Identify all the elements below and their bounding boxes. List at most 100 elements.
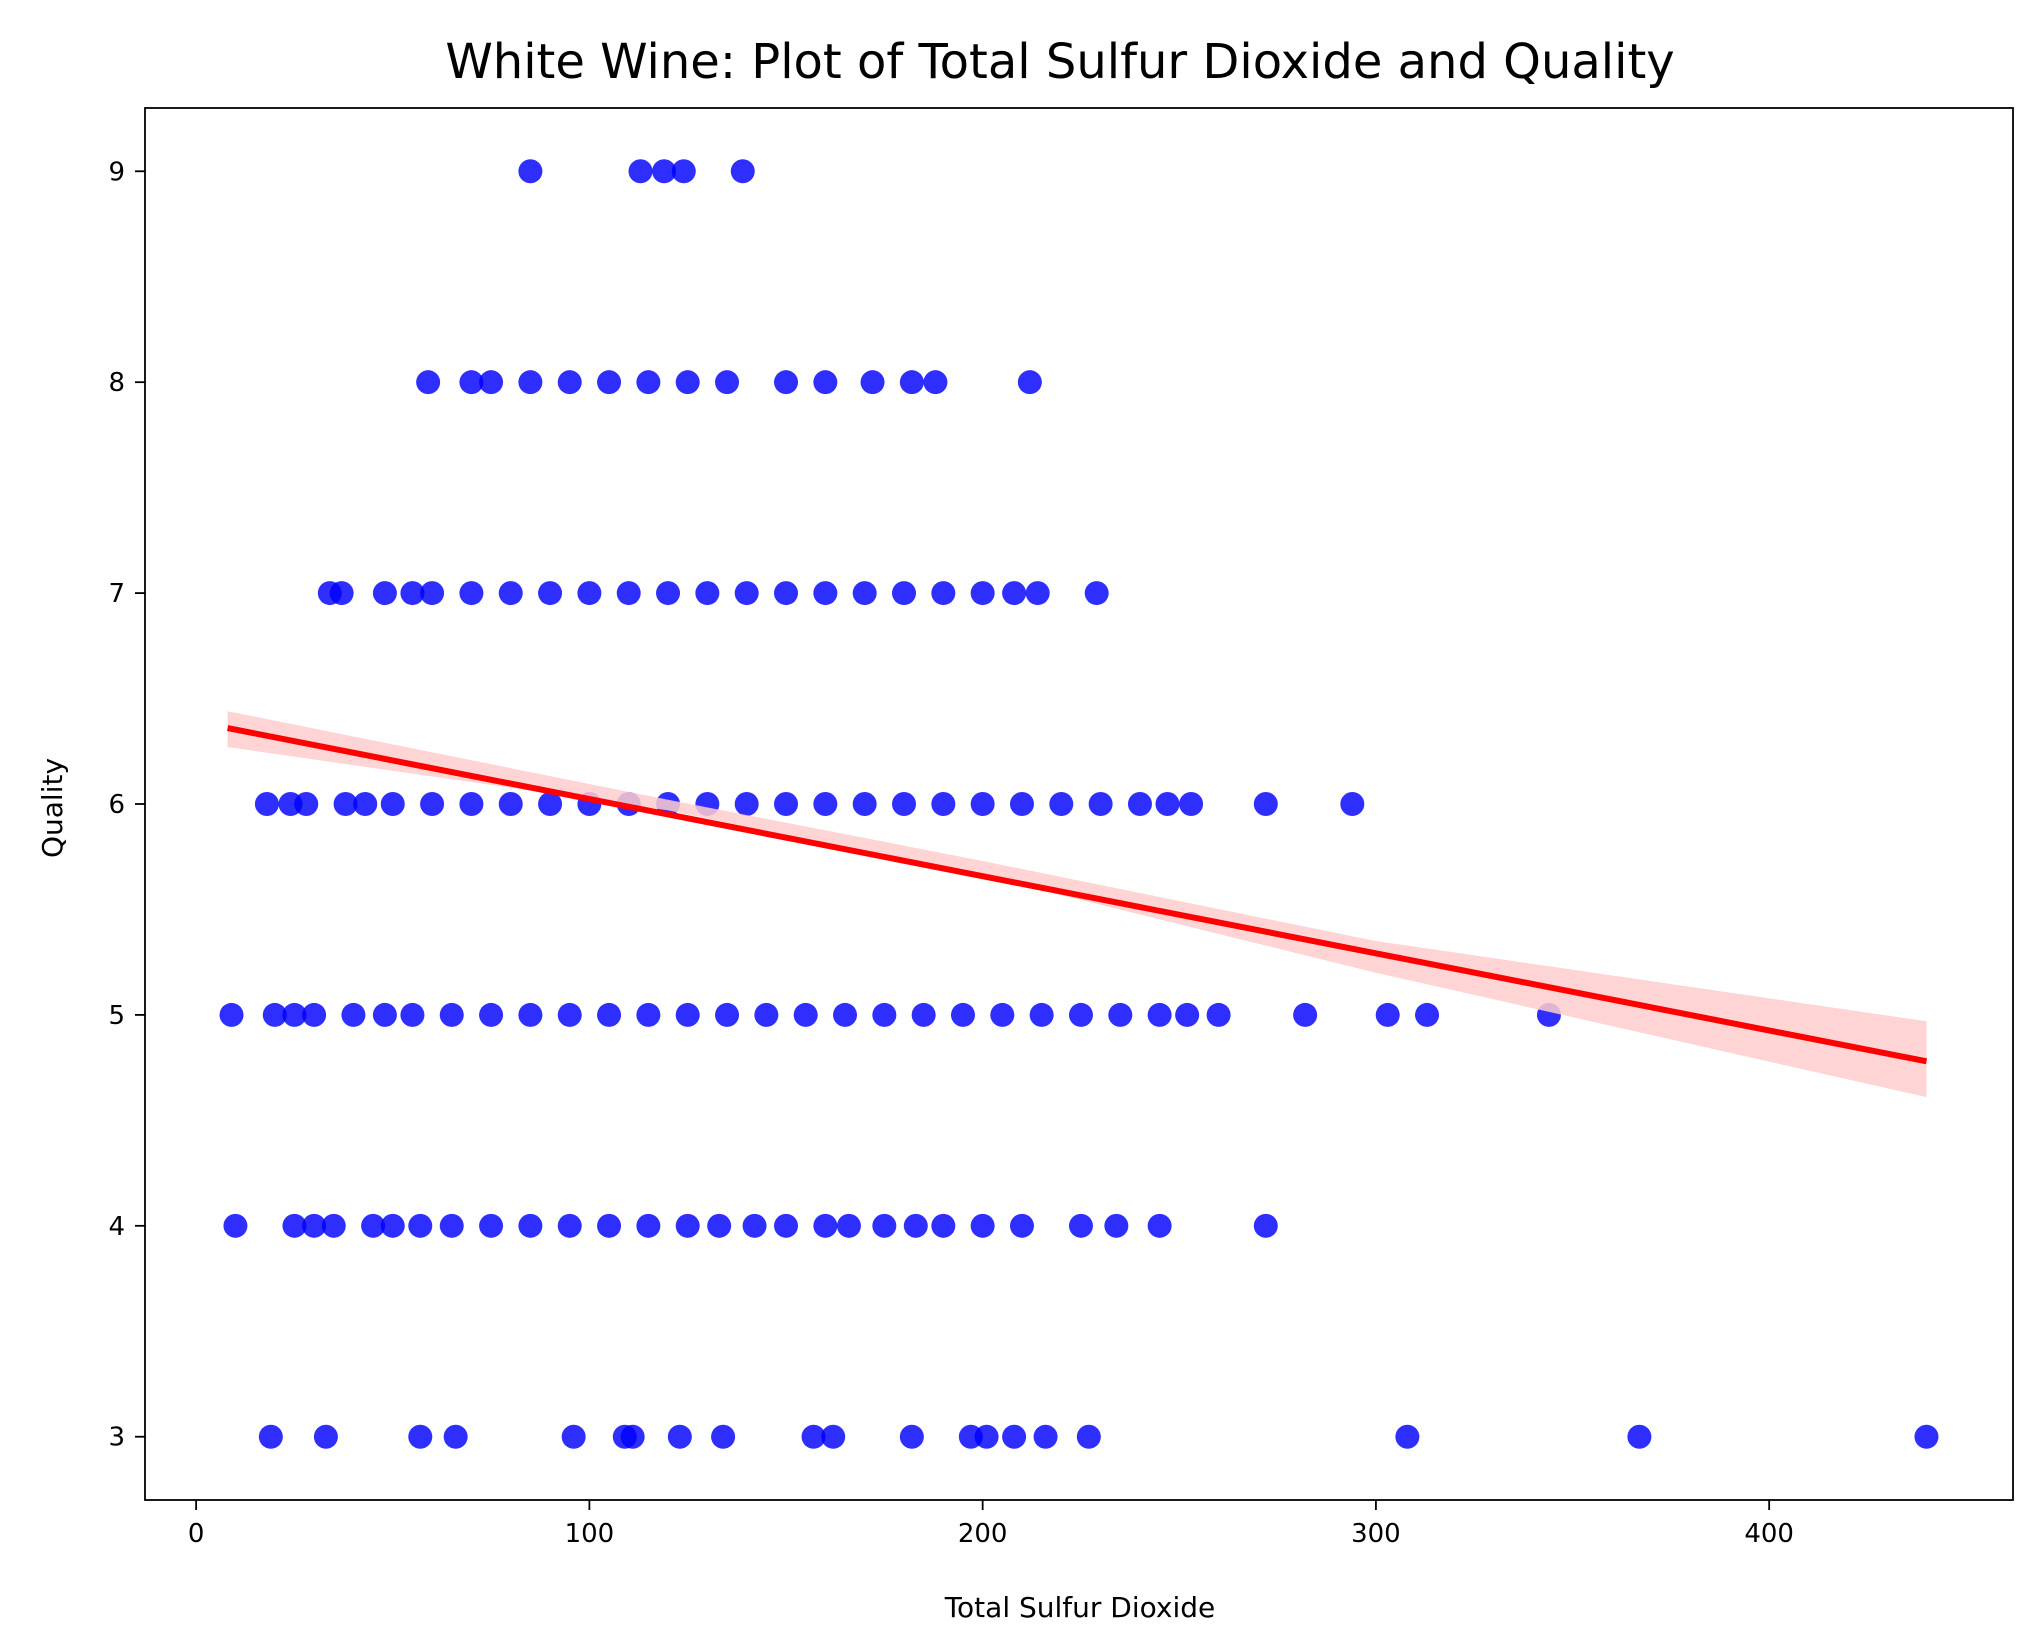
data-point [439, 1213, 464, 1238]
data-point [333, 792, 358, 816]
data-point [1253, 792, 1278, 816]
x-axis-label: Total Sulfur Dioxide [944, 1591, 1216, 1624]
data-point [1029, 1002, 1054, 1027]
data-point [538, 792, 563, 816]
data-point [891, 581, 916, 606]
data-point [1253, 1213, 1278, 1238]
data-point [1375, 1002, 1400, 1027]
y-tick-label: 8 [108, 368, 125, 398]
data-point [561, 1424, 586, 1449]
data-point [923, 370, 948, 395]
data-point [577, 581, 602, 606]
confidence-band [227, 711, 1927, 1098]
data-point [1293, 1002, 1318, 1027]
data-point [479, 1002, 504, 1027]
data-point [652, 159, 677, 184]
data-point [730, 159, 755, 184]
data-point [518, 1002, 543, 1027]
chart-title: White Wine: Plot of Total Sulfur Dioxide… [445, 34, 1674, 90]
data-point [675, 370, 700, 395]
y-tick-label: 5 [108, 1001, 125, 1031]
data-point [636, 370, 661, 395]
data-point [813, 581, 838, 606]
data-point [1127, 792, 1152, 816]
data-point [852, 792, 877, 816]
data-point [498, 581, 523, 606]
data-point [262, 1002, 287, 1027]
data-point [970, 792, 995, 816]
data-point [899, 370, 924, 395]
data-point [498, 792, 523, 816]
data-point [774, 370, 799, 395]
data-point [754, 1002, 779, 1027]
data-point [313, 1424, 338, 1449]
data-point [931, 581, 956, 606]
data-point [1002, 581, 1027, 606]
data-point [439, 1002, 464, 1027]
data-point [443, 1424, 468, 1449]
data-point [282, 1213, 307, 1238]
data-point [479, 370, 504, 395]
data-point [1068, 1213, 1093, 1238]
data-point [1017, 370, 1042, 395]
data-point [597, 1213, 622, 1238]
data-point [557, 370, 582, 395]
data-point [1002, 1424, 1027, 1449]
x-tick-label: 400 [1744, 1519, 1794, 1549]
data-point [353, 792, 378, 816]
data-point [372, 1002, 397, 1027]
data-point [872, 1002, 897, 1027]
data-point [836, 1213, 861, 1238]
data-point [329, 581, 354, 606]
data-point [931, 1213, 956, 1238]
data-point [911, 1002, 936, 1027]
data-point [597, 370, 622, 395]
data-point [341, 1002, 366, 1027]
data-point [742, 1213, 767, 1238]
data-point [258, 1424, 283, 1449]
data-point [459, 581, 484, 606]
data-point [1025, 581, 1050, 606]
data-point [380, 792, 405, 816]
y-tick-label: 9 [108, 157, 125, 187]
data-point [872, 1213, 897, 1238]
regression-line [227, 725, 1928, 1065]
y-tick-label: 3 [108, 1423, 125, 1453]
data-point [1033, 1424, 1058, 1449]
data-point [620, 1424, 645, 1449]
data-point [675, 1002, 700, 1027]
data-point [833, 1002, 858, 1027]
data-point [557, 1002, 582, 1027]
data-point [1179, 792, 1204, 816]
data-point [597, 1002, 622, 1027]
data-point [1009, 1213, 1034, 1238]
data-point [380, 1213, 405, 1238]
data-point [734, 581, 759, 606]
data-point [1108, 1002, 1133, 1027]
data-point [302, 1213, 327, 1238]
data-point [1175, 1002, 1200, 1027]
data-point [628, 159, 653, 184]
data-point [219, 1002, 244, 1027]
data-point [813, 370, 838, 395]
data-point [636, 1213, 661, 1238]
y-axis-label: Quality [36, 758, 69, 858]
data-point [1395, 1424, 1420, 1449]
x-tick-label: 0 [188, 1519, 205, 1549]
data-point [1206, 1002, 1231, 1027]
data-point [294, 792, 319, 816]
data-point [1155, 792, 1180, 816]
data-point [408, 1424, 433, 1449]
data-point [813, 1213, 838, 1238]
data-point [950, 1002, 975, 1027]
data-point [321, 1213, 346, 1238]
data-point [931, 792, 956, 816]
x-tick-label: 300 [1351, 1519, 1401, 1549]
data-point [715, 1002, 740, 1027]
data-point [538, 581, 563, 606]
data-point [518, 1213, 543, 1238]
data-point [801, 1424, 826, 1449]
data-point [254, 792, 279, 816]
data-point [707, 1213, 732, 1238]
data-point [675, 1213, 700, 1238]
